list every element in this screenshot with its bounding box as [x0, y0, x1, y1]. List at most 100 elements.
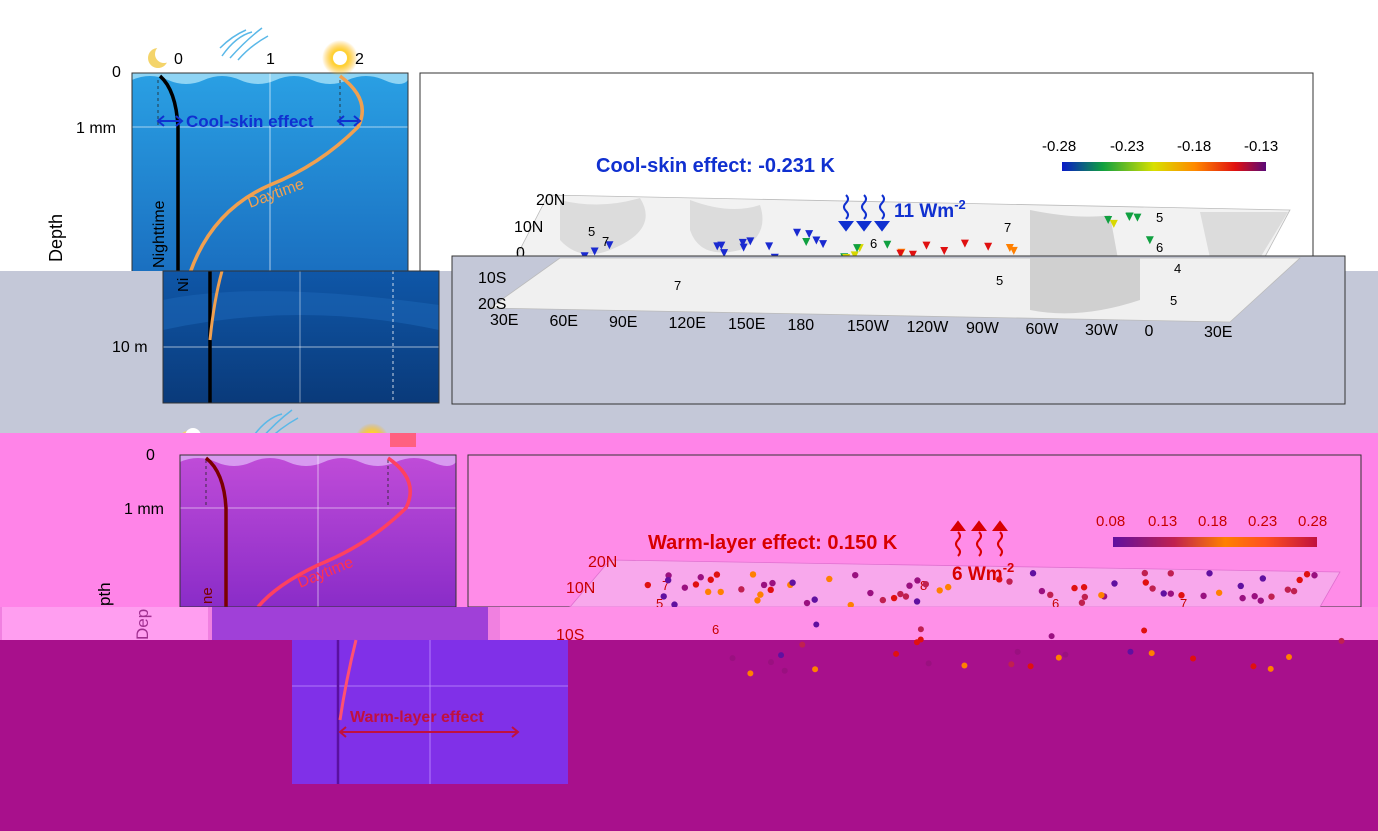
moon-icon	[148, 45, 173, 68]
observation-marker	[664, 576, 672, 584]
nighttime-profile-curve	[158, 74, 180, 273]
observation-marker	[1008, 661, 1015, 668]
observation-marker	[1167, 570, 1174, 577]
observation-marker	[1251, 593, 1258, 600]
observation-marker	[754, 597, 761, 604]
sun-icon	[322, 40, 358, 76]
colorbar-tick-0: -0.28	[1042, 138, 1076, 155]
cool-skin-effect-value: Cool-skin effect: -0.231 K	[596, 155, 836, 177]
observation-marker	[812, 236, 821, 245]
contour-label: 7	[1180, 596, 1187, 611]
observation-marker	[720, 249, 729, 258]
observation-markers	[644, 569, 1318, 609]
observation-marker	[996, 576, 1003, 583]
observation-marker	[1098, 591, 1105, 599]
observation-marker	[913, 598, 921, 605]
colorbar-tick-2: 0.18	[1198, 513, 1227, 530]
observation-marker	[671, 601, 678, 608]
observation-marker	[1145, 236, 1154, 245]
nighttime-label: Nighttime	[151, 200, 168, 268]
observation-marker	[1062, 651, 1069, 658]
observation-marker	[1055, 654, 1062, 661]
colorbar	[1062, 162, 1266, 171]
observation-marker	[767, 586, 774, 594]
cool-skin-arrow	[156, 115, 362, 127]
warm-layer-arrow	[338, 726, 520, 738]
observation-marker	[813, 621, 820, 628]
observation-marker	[944, 583, 952, 591]
observation-marker	[660, 593, 667, 600]
observation-marker	[1239, 594, 1246, 602]
contour-label: 6	[1156, 240, 1163, 255]
y-tick-0: 0	[146, 447, 155, 464]
observation-marker	[847, 601, 854, 609]
observation-marker	[1290, 587, 1298, 595]
observation-marker	[1267, 665, 1274, 672]
flux-arrows-down	[838, 194, 890, 232]
observation-marker	[717, 241, 726, 250]
observation-marker	[729, 655, 736, 662]
colorbar-tick-2: -0.18	[1177, 138, 1211, 155]
observation-marker	[811, 596, 818, 603]
observation-marker	[1142, 579, 1149, 586]
observation-marker	[739, 243, 748, 252]
observation-marker	[692, 581, 700, 588]
observation-marker	[1048, 633, 1055, 640]
observation-marker	[697, 574, 704, 581]
y-tick-10m: 10 m	[112, 339, 148, 356]
observation-marker	[879, 596, 887, 604]
observation-marker	[1149, 585, 1156, 592]
observation-marker	[914, 577, 921, 584]
observation-marker	[769, 579, 776, 587]
observation-marker	[883, 240, 892, 249]
observation-marker	[1009, 246, 1018, 255]
lon-tick-5: 180	[788, 317, 815, 334]
y-tick-1mm: 1 mm	[76, 120, 116, 137]
colorbar	[1113, 537, 1317, 547]
contour-label: 6	[1052, 596, 1059, 611]
contour-label: 5	[1170, 293, 1177, 308]
lat-tick-20n: 20N	[536, 192, 565, 209]
daytime-profile-curve	[256, 456, 412, 609]
observation-marker	[747, 670, 754, 677]
observation-marker	[850, 251, 859, 260]
observation-marker	[1268, 593, 1275, 600]
observation-marker	[1259, 575, 1267, 582]
lat-tick-10n: 10N	[514, 219, 543, 236]
observation-marker	[852, 571, 859, 579]
lon-tick-10: 30W	[1085, 322, 1119, 339]
observation-marker	[665, 572, 672, 579]
observation-marker	[867, 589, 874, 597]
observation-marker	[757, 591, 764, 598]
colorbar-tick-3: 0.23	[1248, 513, 1277, 530]
observation-marker	[1047, 591, 1054, 599]
flux-arrows-up	[950, 520, 1008, 557]
lon-tick-3: 120E	[669, 315, 706, 332]
observation-marker	[908, 250, 917, 259]
observation-marker	[1080, 584, 1088, 591]
observation-marker	[826, 575, 833, 583]
contour-label: 7	[662, 578, 669, 593]
observation-marker	[961, 662, 968, 669]
observation-marker	[1250, 663, 1257, 670]
contour-label: 5	[588, 224, 595, 239]
colorbar-tick-3: -0.13	[1244, 138, 1278, 155]
observation-marker	[1160, 590, 1167, 597]
colorbar-tick-1: -0.23	[1110, 138, 1144, 155]
warm-layer-effect-value: Warm-layer effect: 0.150 K	[648, 532, 898, 554]
observation-marker	[896, 249, 905, 258]
observation-marker	[925, 660, 932, 667]
lat-tick-10n: 10N	[566, 580, 595, 597]
contour-label: 5	[656, 596, 663, 611]
lon-tick-9: 60W	[1026, 321, 1060, 338]
observation-marker	[1296, 576, 1303, 584]
observation-marker	[1029, 570, 1037, 577]
contour-label: 5	[1156, 210, 1163, 225]
observation-marker	[746, 237, 755, 246]
observation-marker	[1311, 572, 1318, 579]
observation-marker	[749, 571, 757, 578]
y-axis-label: Depth	[46, 214, 66, 262]
observation-marker	[707, 576, 714, 583]
observation-marker	[778, 652, 785, 659]
nighttime-label-fragment: ne	[199, 587, 216, 604]
